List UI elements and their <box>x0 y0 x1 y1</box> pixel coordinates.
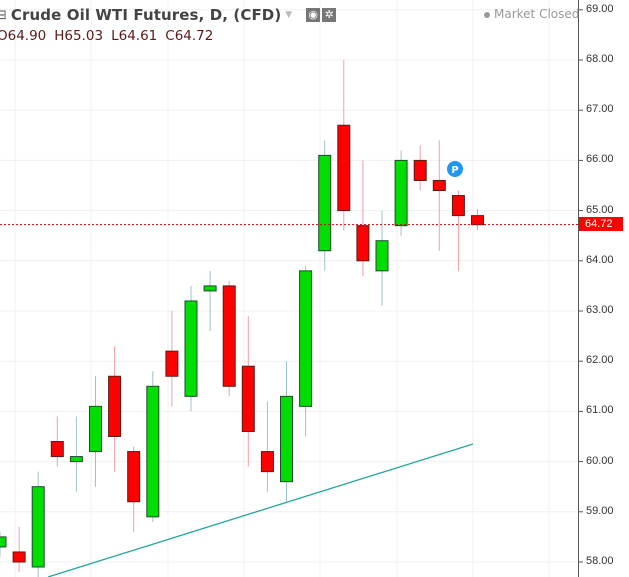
candle[interactable] <box>413 145 427 191</box>
candle[interactable] <box>50 416 64 467</box>
y-tick-label: 59.00 <box>586 504 614 517</box>
caret-down-icon[interactable]: ▼ <box>285 10 293 20</box>
y-tick-label: 69.00 <box>586 2 614 15</box>
candle[interactable] <box>318 140 332 271</box>
candle[interactable] <box>203 270 217 332</box>
y-tick-label: 61.00 <box>586 404 614 417</box>
candle[interactable] <box>12 526 26 573</box>
y-tick-label: 62.00 <box>586 354 614 367</box>
y-tick-label: 64.00 <box>586 253 614 266</box>
candle[interactable] <box>356 160 370 276</box>
candle[interactable] <box>69 416 83 492</box>
last-price-tag: 64.72 <box>579 217 623 231</box>
y-tick-label: 68.00 <box>586 53 614 65</box>
close-value: C64.72 <box>165 28 214 44</box>
candle[interactable] <box>260 401 274 492</box>
symbol-title[interactable]: Crude Oil WTI Futures, D, (CFD) <box>10 6 282 24</box>
gear-icon[interactable]: ✲ <box>322 8 337 22</box>
candle[interactable] <box>31 471 45 577</box>
y-tick-label: 66.00 <box>586 153 614 166</box>
y-tick-label: 65.00 <box>586 203 614 216</box>
low-value: L64.61 <box>111 28 158 44</box>
y-tick-label: 67.00 <box>586 103 614 116</box>
y-tick-label: 58.00 <box>586 555 614 567</box>
status-dot-icon <box>484 11 490 18</box>
candle[interactable] <box>432 140 446 251</box>
candle[interactable] <box>0 531 7 557</box>
candle[interactable] <box>89 376 102 487</box>
pin-marker-icon[interactable] <box>447 161 463 177</box>
candle[interactable] <box>299 265 313 437</box>
visibility-icon[interactable]: ◉ <box>306 8 321 22</box>
y-tick-label: 63.00 <box>586 304 614 316</box>
status-text: Market Closed <box>494 7 580 21</box>
chart-legend: ⊟ Crude Oil WTI Futures, D, (CFD) ▼ ◉ ✲ … <box>0 4 337 44</box>
candle[interactable] <box>127 446 141 532</box>
candle[interactable] <box>280 361 293 502</box>
svg-text:P: P <box>451 165 458 176</box>
candle[interactable] <box>222 280 236 397</box>
candle[interactable] <box>451 190 465 271</box>
minus-square-icon[interactable]: ⊟ <box>0 7 7 23</box>
candle[interactable] <box>165 311 179 407</box>
y-tick-label: 60.00 <box>586 454 614 467</box>
market-status: Market Closed <box>484 7 579 21</box>
candle[interactable] <box>241 316 255 467</box>
candle[interactable] <box>394 150 408 236</box>
candle[interactable] <box>108 346 122 472</box>
open-value: O64.90 <box>0 28 47 44</box>
candle[interactable] <box>146 371 160 522</box>
ohlc-values: O64.90 H65.03 L64.61 C64.72 <box>0 28 336 44</box>
candle[interactable] <box>375 210 389 306</box>
candle[interactable] <box>337 60 351 231</box>
high-value: H65.03 <box>54 28 104 44</box>
candle[interactable] <box>184 285 198 412</box>
